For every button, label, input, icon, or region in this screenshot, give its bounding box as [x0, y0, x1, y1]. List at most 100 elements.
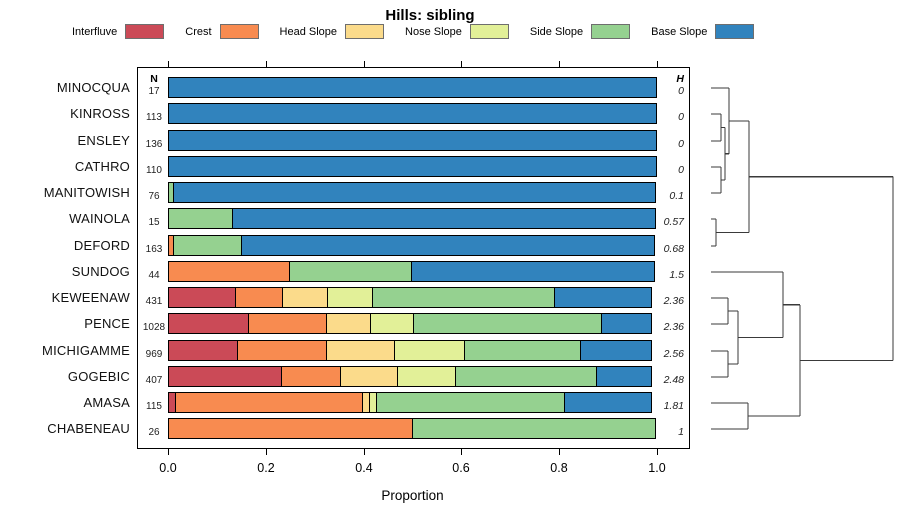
bar-segment-base-slope: [173, 182, 656, 203]
row-h-value: 0: [678, 85, 684, 97]
bar-segment-nose-slope: [397, 366, 456, 387]
row-label: ENSLEY: [77, 133, 130, 148]
row-label: WAINOLA: [69, 211, 130, 226]
row-h-value: 0.1: [669, 190, 684, 202]
row-h-value: 0: [678, 138, 684, 150]
bar-segment-side-slope: [289, 261, 412, 282]
stacked-bar: [168, 130, 657, 151]
bar-segment-interfluve: [168, 366, 282, 387]
bar-segment-side-slope: [412, 418, 656, 439]
stacked-bar: [168, 156, 657, 177]
bar-segment-base-slope: [168, 103, 657, 124]
axis-tick: [266, 61, 267, 67]
stacked-bar: [168, 392, 652, 413]
legend-label: Interfluve: [72, 25, 118, 38]
stacked-bar: [168, 77, 657, 98]
row-n-value: 76: [148, 191, 160, 202]
row-label: SUNDOG: [71, 264, 130, 279]
legend-item: Side Slope: [529, 24, 631, 39]
axis-tick: [168, 61, 169, 67]
row-h-value: 2.36: [663, 321, 684, 333]
legend-label: Nose Slope: [405, 25, 462, 38]
bar-segment-head-slope: [340, 366, 398, 387]
axis-tick-label: 0.0: [159, 461, 177, 475]
bar-segment-interfluve: [168, 340, 238, 361]
legend-swatch: [345, 24, 385, 39]
row-n-value: 136: [145, 139, 163, 150]
legend-label: Base Slope: [651, 25, 708, 38]
bar-segment-head-slope: [326, 340, 395, 361]
legend-label: Side Slope: [529, 25, 584, 38]
n-column-header: N: [150, 73, 158, 85]
axis-tick: [266, 449, 267, 455]
bar-segment-interfluve: [168, 287, 236, 308]
row-label: CATHRO: [74, 159, 130, 174]
row-h-value: 0: [678, 164, 684, 176]
bar-segment-base-slope: [411, 261, 655, 282]
stacked-bar: [168, 340, 652, 361]
row-h-value: 1.81: [663, 400, 684, 412]
legend-swatch: [591, 24, 631, 39]
stacked-bar: [168, 261, 655, 282]
legend-label: Head Slope: [279, 25, 338, 38]
axis-tick: [559, 449, 560, 455]
bar-segment-nose-slope: [394, 340, 465, 361]
bar-segment-base-slope: [241, 235, 655, 256]
bar-segment-base-slope: [564, 392, 652, 413]
bar-segment-head-slope: [326, 313, 371, 334]
bar-segment-side-slope: [168, 208, 233, 229]
bar-segment-crest: [248, 313, 327, 334]
bar-segment-base-slope: [232, 208, 656, 229]
legend-item: Head Slope: [280, 24, 385, 39]
bar-segment-base-slope: [168, 156, 657, 177]
row-label: KEWEENAW: [51, 290, 130, 305]
stacked-bar: [168, 366, 652, 387]
row-n-value: 113: [146, 112, 162, 123]
row-n-value: 15: [148, 217, 160, 228]
bar-segment-crest: [235, 287, 283, 308]
row-n-value: 44: [148, 270, 160, 281]
row-label: MANITOWISH: [43, 185, 130, 200]
row-n-value: 431: [145, 296, 163, 307]
bar-segment-crest: [237, 340, 327, 361]
bar-segment-nose-slope: [327, 287, 373, 308]
axis-tick-label: 0.2: [257, 461, 275, 475]
row-h-value: 2.36: [663, 295, 684, 307]
row-h-value: 0.57: [663, 216, 684, 228]
row-label: GOGEBIC: [67, 369, 130, 384]
row-n-value: 17: [148, 86, 160, 97]
stacked-bar: [168, 182, 656, 203]
plot-frame: [137, 67, 690, 449]
stacked-bar: [168, 287, 652, 308]
bar-segment-side-slope: [173, 235, 242, 256]
axis-tick: [559, 61, 560, 67]
bar-segment-base-slope: [554, 287, 652, 308]
row-label: MICHIGAMME: [42, 343, 130, 358]
bar-segment-side-slope: [464, 340, 581, 361]
legend-swatch: [469, 24, 509, 39]
legend-item: Crest: [185, 24, 259, 39]
bar-segment-crest: [281, 366, 341, 387]
bar-segment-crest: [168, 261, 290, 282]
bar-segment-base-slope: [168, 77, 657, 98]
bar-segment-head-slope: [282, 287, 328, 308]
axis-tick-label: 0.8: [550, 461, 568, 475]
legend: Interfluve Crest Head Slope Nose Slope Side …: [72, 24, 755, 39]
row-h-value: 2.48: [663, 374, 684, 386]
row-h-value: 2.56: [663, 348, 684, 360]
legend-swatch: [219, 24, 259, 39]
bar-segment-side-slope: [455, 366, 597, 387]
stacked-bar: [168, 235, 655, 256]
row-h-value: 1.5: [669, 269, 684, 281]
bar-segment-nose-slope: [370, 313, 414, 334]
bar-segment-interfluve: [168, 313, 249, 334]
bar-segment-side-slope: [372, 287, 555, 308]
legend-item: Interfluve: [72, 24, 165, 39]
legend-swatch: [125, 24, 165, 39]
legend-label: Crest: [185, 25, 212, 38]
h-column-header: H: [676, 73, 684, 85]
bar-segment-crest: [168, 418, 413, 439]
row-n-value: 110: [146, 165, 162, 176]
chart-title: Hills: sibling: [385, 7, 475, 24]
axis-tick-label: 0.4: [355, 461, 373, 475]
